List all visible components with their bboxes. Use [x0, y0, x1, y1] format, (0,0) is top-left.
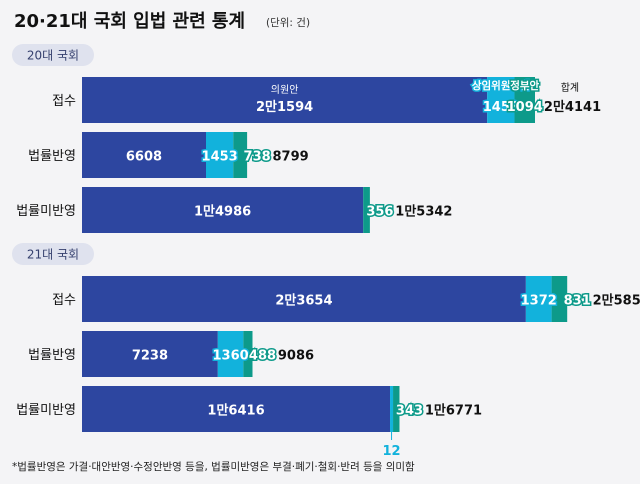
- bar-committee: [487, 77, 515, 123]
- total-label: 2만4141: [544, 99, 601, 115]
- bar-row: 법률미반영 1만6416 12 343 1만6771: [16, 386, 482, 459]
- value-label-government: 488: [249, 349, 276, 364]
- bar-government: [243, 331, 253, 377]
- bar-government: [551, 276, 568, 322]
- section-label: 21대 국회: [27, 248, 79, 262]
- value-label-committee: 1453: [483, 100, 519, 115]
- unit-note: (단위: 건): [266, 16, 310, 29]
- value-label-lawmaker: 2만3654: [275, 293, 332, 309]
- value-label-government: 738: [244, 150, 271, 165]
- value-label-committee: 1372: [521, 294, 557, 309]
- bar-committee: [205, 132, 234, 178]
- bar-government: [514, 77, 535, 123]
- value-label-lawmaker: 7238: [132, 349, 168, 364]
- bar-government: [393, 386, 400, 432]
- bar-committee: [390, 386, 394, 432]
- bar-committee: [217, 331, 244, 377]
- value-label-government: 1094: [507, 100, 543, 115]
- total-label: 1만5342: [395, 204, 452, 220]
- series-name-committee: 상임위원장안: [472, 79, 530, 92]
- category-label: 접수: [52, 94, 76, 109]
- bar-lawmaker: [82, 386, 391, 432]
- value-label-committee: 1453: [202, 150, 238, 165]
- total-header: 합계: [561, 82, 579, 94]
- bar-lawmaker: [82, 132, 206, 178]
- bar-lawmaker: [82, 331, 218, 377]
- category-label: 법률반영: [28, 348, 76, 363]
- bar-committee: [525, 276, 552, 322]
- series-name-government: 정부안: [510, 79, 539, 92]
- bar-lawmaker: [82, 187, 364, 233]
- value-label-government: 356: [366, 205, 393, 220]
- total-label: 2만5857: [593, 293, 640, 309]
- bar-lawmaker: [82, 77, 488, 123]
- section-label: 20대 국회: [27, 49, 79, 63]
- bar-row: 법률미반영 1만4986 356 1만5342: [16, 187, 452, 233]
- bar-row: 접수 2만3654 1372 8312만5857: [52, 276, 640, 322]
- section-pill: [12, 44, 94, 66]
- bar-row: 법률반영 7238 1360 488 9086: [28, 331, 314, 377]
- value-label-lawmaker: 1만6416: [207, 403, 264, 419]
- value-label-lawmaker: 1만4986: [194, 204, 251, 220]
- bar-government: [233, 132, 248, 178]
- category-label: 법률미반영: [16, 204, 76, 219]
- value-label-government: 343: [396, 404, 423, 419]
- category-label: 접수: [52, 293, 76, 308]
- section-pill: [12, 243, 94, 265]
- bar-lawmaker: [82, 276, 526, 322]
- footnote: *법률반영은 가결·대안반영·수정안반영 등을, 법률미반영은 부결·폐기·철회…: [12, 461, 415, 473]
- series-name-lawmaker: 의원안: [271, 84, 299, 96]
- bar-government: [363, 187, 370, 233]
- bar-row: 접수 의원안 2만1594 상임위원장안 1453 정부안 1094 합계 2만4141: [52, 77, 601, 123]
- value-label-committee: 1360: [212, 349, 248, 364]
- chart-title: 20·21대 국회 입법 관련 통계: [14, 10, 245, 32]
- total-label: 9086: [278, 349, 314, 364]
- total-label: 1만6771: [425, 403, 482, 419]
- value-label-government: 831: [564, 294, 591, 309]
- total-label: 8799: [273, 150, 309, 165]
- value-label-lawmaker: 2만1594: [256, 99, 313, 115]
- value-label-lawmaker: 6608: [126, 150, 162, 165]
- category-label: 법률미반영: [16, 403, 76, 418]
- value-label-committee: 12: [382, 444, 400, 459]
- category-label: 법률반영: [28, 149, 76, 164]
- bar-row: 법률반영 6608 1453 738 8799: [28, 132, 309, 178]
